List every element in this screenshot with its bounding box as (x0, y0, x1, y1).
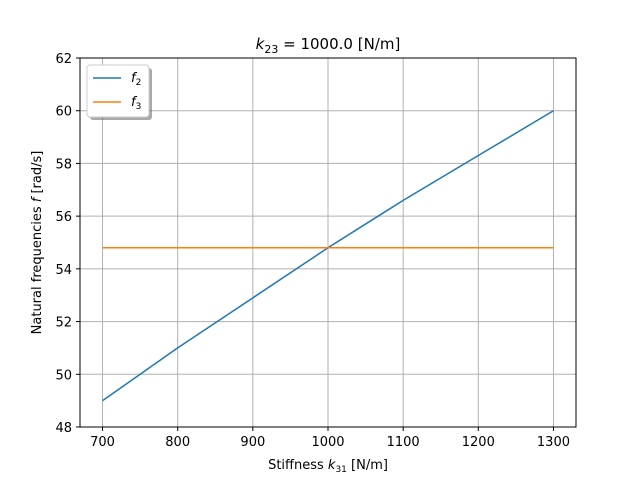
y-axis-label: Natural frequencies f [rad/s] (30, 151, 45, 335)
x-tick-label: 1100 (387, 435, 420, 450)
y-tick-label: 58 (55, 157, 72, 172)
y-tick-label: 60 (55, 105, 72, 120)
x-tick-label: 1000 (311, 435, 344, 450)
y-tick-label: 54 (55, 263, 72, 278)
ticks: 700 800 900 1000 1100 1200 1300 48 50 52 54 56 58 60 6… (55, 52, 570, 450)
legend-label-f2: f2 (131, 71, 141, 88)
x-tick-label: 1300 (537, 435, 570, 450)
y-tick-label: 56 (55, 210, 72, 225)
y-tick-label: 48 (55, 421, 72, 436)
x-tick-label: 800 (165, 435, 190, 450)
series-layer (102, 110, 554, 402)
legend-label-f3: f3 (131, 95, 141, 112)
chart-title: k23 = 1000.0 [N/m] (256, 35, 401, 56)
legend: f2 f3 (86, 64, 152, 120)
y-tick-label: 62 (55, 52, 72, 67)
y-tick-label: 52 (55, 316, 72, 331)
x-tick-label: 1200 (462, 435, 495, 450)
x-tick-label: 900 (240, 435, 265, 450)
y-tick-label: 50 (55, 368, 72, 383)
grid (80, 57, 576, 428)
x-axis-label: Stiffness k31 [N/m] (268, 458, 388, 475)
x-tick-label: 700 (90, 435, 115, 450)
